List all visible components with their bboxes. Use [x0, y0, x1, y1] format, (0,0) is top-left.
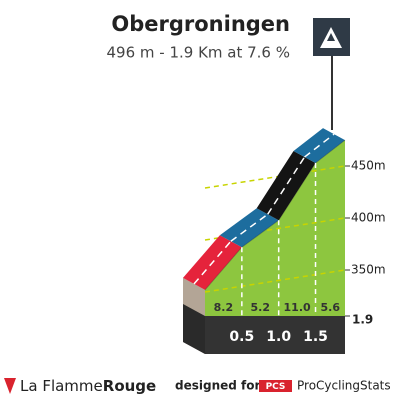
center-line	[304, 133, 335, 158]
chart-subtitle: 496 m - 1.9 Km at 7.6 %	[106, 44, 290, 62]
segment	[219, 208, 279, 248]
footer: La FlammeRouge designed for PCS ProCycli…	[4, 377, 391, 395]
x-tick-label: 1.0	[266, 329, 291, 345]
brand-bold: Rouge	[103, 377, 156, 395]
center-line	[193, 240, 232, 285]
pcs-logo-text: PCS	[266, 382, 286, 392]
chart-title: Obergroningen	[111, 12, 290, 36]
brand: La FlammeRouge	[20, 377, 156, 395]
side-base	[183, 304, 205, 354]
x-tick-label: 1.5	[303, 329, 328, 345]
y-tick-label: 450m	[351, 159, 386, 173]
center-line	[230, 213, 269, 242]
y-tick-label: 350m	[351, 263, 386, 277]
summit-icon-peak	[327, 33, 335, 41]
segment	[256, 151, 316, 221]
designed-for: designed for	[175, 379, 260, 393]
grid-line	[204, 269, 346, 293]
gradient-label: 8.2	[214, 301, 234, 314]
y-tick-label: 400m	[351, 211, 386, 225]
x-tick-label: 1.9	[352, 313, 373, 327]
pcs-logo	[259, 380, 292, 392]
brand-text: La Flamme	[20, 377, 103, 395]
site-name: ProCyclingStats	[297, 379, 391, 393]
gradient-label: 5.2	[251, 301, 271, 314]
grid-line	[204, 165, 346, 189]
front-face	[205, 140, 345, 316]
profile: 350m 400m 450m 8.2 5.2 11.0 5.6 0.5 1.0 1.5 1.9	[183, 128, 386, 354]
grid-line	[204, 217, 346, 241]
brand-logo	[4, 378, 16, 394]
x-tick-label: 0.5	[229, 329, 254, 345]
base	[205, 316, 345, 354]
gradient-label: 5.6	[321, 301, 341, 314]
gradient-label: 11.0	[284, 301, 311, 314]
